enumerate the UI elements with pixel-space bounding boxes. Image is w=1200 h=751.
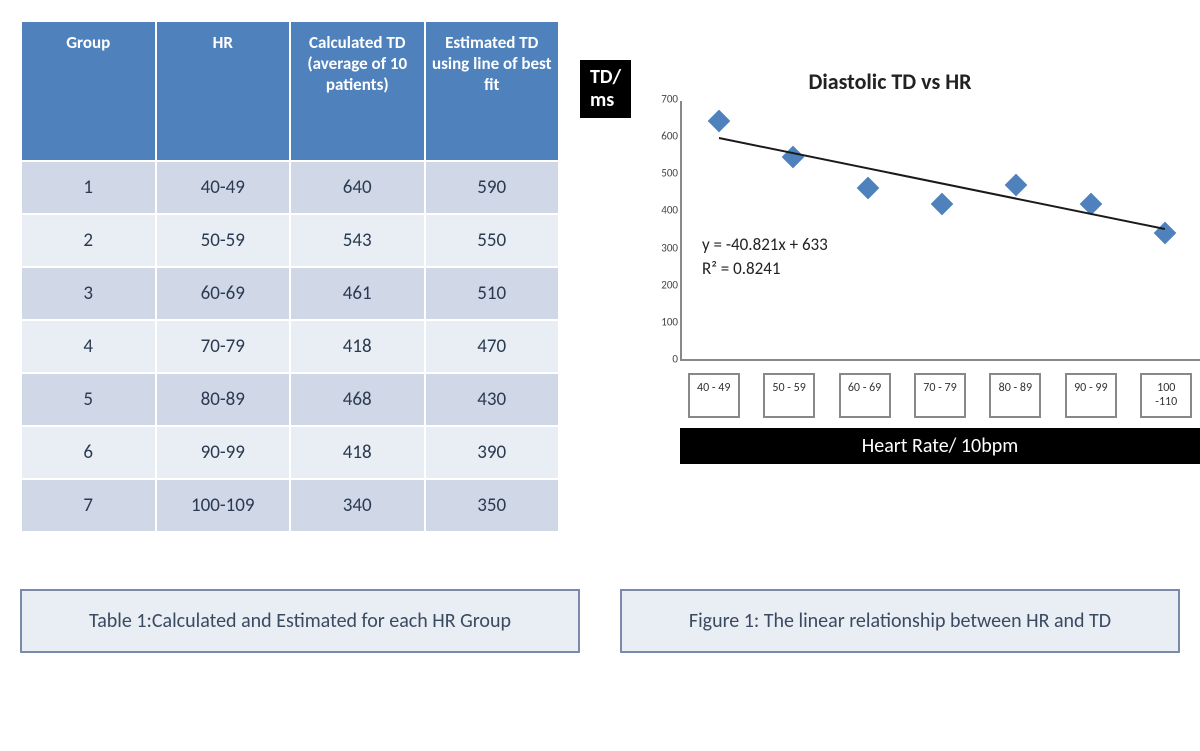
table-cell: 550 [425,214,560,267]
x-tick-label: 40 - 49 [688,373,740,418]
table-cell: 340 [290,479,425,532]
y-axis-label: TD/ ms [580,60,631,118]
x-tick-label: 100 -110 [1140,373,1192,418]
table-caption: Table 1:Calculated and Estimated for eac… [20,589,580,653]
y-tick-label: 0 [648,353,678,366]
y-tick-label: 300 [648,241,678,254]
table-cell: 90-99 [156,426,291,479]
table-header-col-0: Group [21,21,156,161]
hr-td-table: GroupHRCalculated TD (average of 10 pati… [20,20,560,533]
table-cell: 50-59 [156,214,291,267]
table-row: 7100-109340350 [21,479,559,532]
table-cell: 430 [425,373,560,426]
data-point [1154,221,1177,244]
table-header-col-3: Estimated TD using line of best fit [425,21,560,161]
table-cell: 418 [290,320,425,373]
table-header-col-1: HR [156,21,291,161]
table-cell: 7 [21,479,156,532]
trendline [719,137,1165,230]
x-tick-label: 70 - 79 [914,373,966,418]
data-point [708,110,731,133]
y-tick-label: 200 [648,278,678,291]
data-point [1005,174,1028,197]
table-cell: 1 [21,161,156,214]
table-cell: 468 [290,373,425,426]
x-tick-label: 90 - 99 [1065,373,1117,418]
y-tick-label: 100 [648,315,678,328]
table-cell: 70-79 [156,320,291,373]
table-cell: 60-69 [156,267,291,320]
x-tick-label: 80 - 89 [989,373,1041,418]
trendline-equation: y = -40.821x + 633 R² = 0.8241 [702,233,828,281]
table-header-col-2: Calculated TD (average of 10 patients) [290,21,425,161]
chart-title: Diastolic TD vs HR [580,68,1200,95]
x-tick-label: 50 - 59 [763,373,815,418]
x-tick-label: 60 - 69 [839,373,891,418]
table-cell: 80-89 [156,373,291,426]
y-axis-label-line2: ms [590,88,614,112]
data-point [856,176,879,199]
table-cell: 40-49 [156,161,291,214]
table-row: 470-79418470 [21,320,559,373]
y-tick-label: 400 [648,204,678,217]
x-axis-label: Heart Rate/ 10bpm [680,428,1200,464]
table-cell: 6 [21,426,156,479]
table-row: 360-69461510 [21,267,559,320]
table-cell: 2 [21,214,156,267]
table-cell: 5 [21,373,156,426]
table-cell: 640 [290,161,425,214]
y-tick-label: 600 [648,130,678,143]
table-cell: 510 [425,267,560,320]
figure-caption: Figure 1: The linear relationship betwee… [620,589,1180,653]
table-row: 140-49640590 [21,161,559,214]
table-row: 580-89468430 [21,373,559,426]
table-cell: 350 [425,479,560,532]
y-tick-label: 500 [648,167,678,180]
r-squared-line: R² = 0.8241 [702,257,828,281]
equation-line: y = -40.821x + 633 [702,233,828,257]
data-point [782,146,805,169]
y-tick-label: 700 [648,93,678,106]
table-cell: 4 [21,320,156,373]
table-cell: 470 [425,320,560,373]
data-point [931,192,954,215]
scatter-chart: y = -40.821x + 633 R² = 0.8241 0 100 200 30… [650,101,1200,464]
table-cell: 100-109 [156,479,291,532]
table-cell: 418 [290,426,425,479]
y-axis-label-line1: TD/ [590,65,621,89]
table-cell: 3 [21,267,156,320]
table-cell: 590 [425,161,560,214]
table-cell: 543 [290,214,425,267]
table-row: 250-59543550 [21,214,559,267]
table-cell: 461 [290,267,425,320]
table-row: 690-99418390 [21,426,559,479]
table-cell: 390 [425,426,560,479]
